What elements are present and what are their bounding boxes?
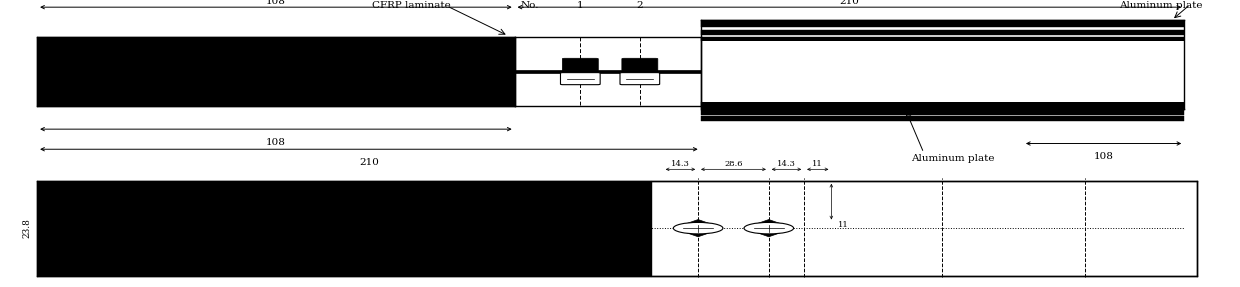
Text: 11: 11 — [837, 221, 848, 229]
Polygon shape — [673, 220, 723, 237]
Bar — [701, 102, 1184, 109]
Circle shape — [673, 222, 723, 234]
Text: No.: No. — [521, 1, 539, 10]
Text: 2: 2 — [636, 1, 644, 10]
Text: 210: 210 — [839, 0, 859, 6]
Text: 108: 108 — [265, 0, 286, 6]
Polygon shape — [744, 220, 794, 237]
Bar — [701, 110, 1184, 115]
Text: 108: 108 — [265, 138, 286, 147]
FancyBboxPatch shape — [560, 73, 600, 85]
Bar — [651, 181, 1197, 276]
Text: 14.3: 14.3 — [671, 160, 689, 168]
FancyBboxPatch shape — [563, 58, 599, 71]
FancyBboxPatch shape — [622, 58, 658, 71]
Circle shape — [744, 222, 794, 234]
Text: CFRP laminate: CFRP laminate — [372, 1, 451, 10]
Bar — [701, 30, 1184, 35]
Bar — [701, 41, 1184, 102]
Bar — [701, 20, 1184, 27]
Bar — [515, 70, 1184, 73]
Text: Aluminum plate: Aluminum plate — [1120, 1, 1203, 10]
Bar — [37, 181, 651, 276]
Text: 108: 108 — [1094, 152, 1114, 161]
Bar — [701, 116, 1184, 121]
FancyBboxPatch shape — [620, 73, 660, 85]
Text: 1: 1 — [577, 1, 584, 10]
Text: 11: 11 — [812, 160, 823, 168]
Text: 14.3: 14.3 — [777, 160, 796, 168]
Bar — [701, 37, 1184, 41]
Text: 210: 210 — [358, 158, 379, 167]
Text: 23.8: 23.8 — [22, 218, 31, 238]
Text: 28.6: 28.6 — [724, 160, 743, 168]
Bar — [37, 37, 515, 106]
Text: Aluminum plate: Aluminum plate — [911, 154, 994, 162]
